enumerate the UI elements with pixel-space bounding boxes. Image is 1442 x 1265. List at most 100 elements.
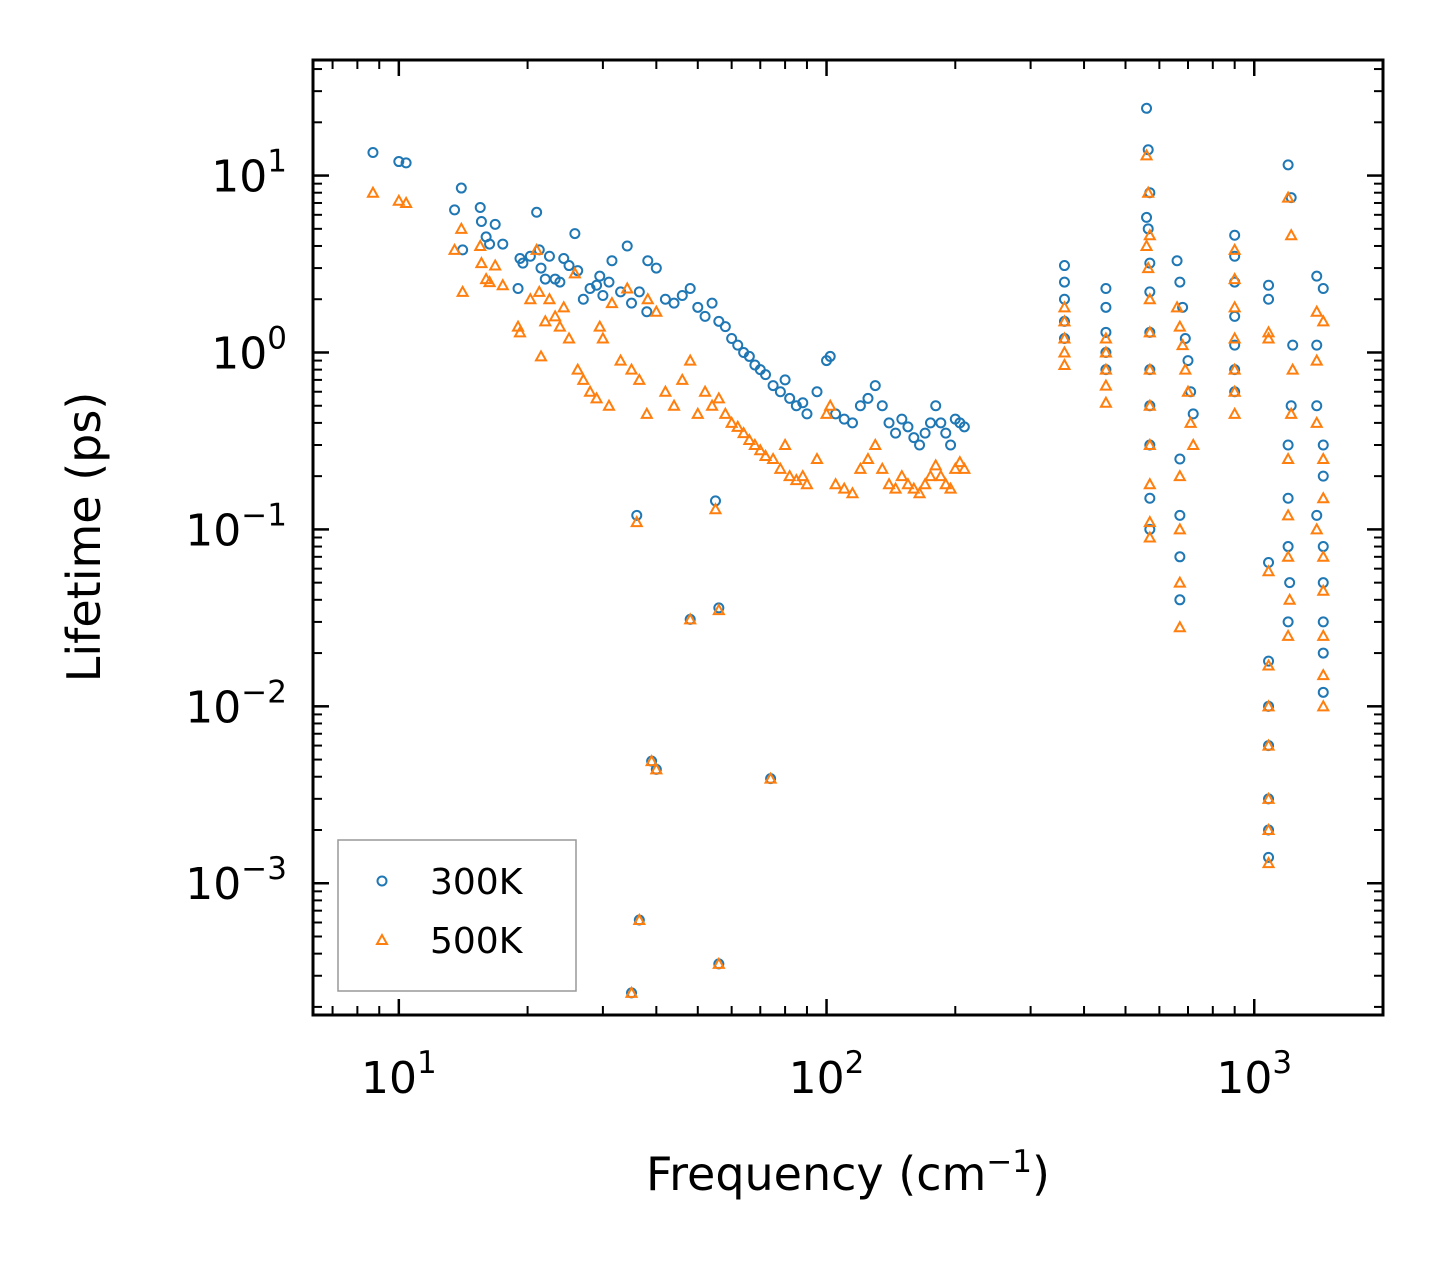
data-point-500k — [1316, 491, 1330, 504]
data-point-500k — [534, 349, 548, 362]
data-point-500k — [532, 284, 546, 297]
data-point-300k — [1282, 159, 1294, 171]
data-point-300k — [1282, 492, 1294, 504]
data-point-500k — [454, 221, 469, 234]
data-point-300k — [517, 257, 529, 269]
data-point-500k — [1057, 300, 1072, 313]
data-point-500k — [1316, 549, 1330, 562]
data-point-300k — [1174, 509, 1186, 521]
data-point-300k — [1100, 326, 1112, 338]
data-point-300k — [914, 439, 926, 451]
data-point-300k — [797, 397, 809, 409]
data-point-500k — [473, 238, 487, 251]
data-point-500k — [1316, 699, 1330, 712]
data-point-300k — [633, 286, 645, 298]
data-point-300k — [489, 218, 501, 230]
data-point-300k — [699, 310, 711, 322]
data-point-500k — [1310, 415, 1324, 428]
data-point-500k — [1261, 699, 1276, 712]
data-point-300k — [726, 332, 738, 344]
data-point-500k — [1281, 549, 1295, 562]
data-point-500k — [632, 912, 647, 925]
data-point-300k — [475, 216, 487, 228]
data-point-300k — [945, 439, 957, 451]
data-point-300k — [1174, 453, 1186, 465]
data-point-300k — [883, 417, 895, 429]
data-point-300k — [1187, 408, 1199, 420]
data-point-500k — [1178, 362, 1193, 375]
data-point-500k — [1057, 357, 1072, 370]
data-point-500k — [758, 448, 773, 461]
data-point-300k — [1229, 339, 1241, 351]
data-point-300k — [1317, 282, 1329, 294]
legend-box — [337, 839, 577, 992]
data-point-300k — [1311, 400, 1323, 412]
data-point-500k — [1316, 583, 1330, 596]
data-point-500k — [934, 469, 948, 482]
data-point-500k — [763, 771, 778, 784]
data-point-500k — [683, 612, 697, 625]
data-point-500k — [766, 451, 780, 465]
data-point-500k — [1143, 292, 1157, 305]
y-tick-label: 10−3 — [185, 851, 287, 910]
data-point-300k — [1311, 270, 1323, 282]
data-point-500k — [1139, 238, 1154, 251]
data-point-300k — [862, 392, 874, 404]
data-point-500k — [1281, 628, 1295, 641]
data-point-500k — [1282, 592, 1297, 605]
y-tick-label: 10−1 — [185, 497, 287, 556]
data-point-300k — [455, 182, 467, 194]
data-point-500k — [918, 477, 932, 490]
data-point-500k — [901, 477, 915, 490]
data-point-500k — [823, 398, 837, 411]
data-point-300k — [919, 427, 931, 439]
data-point-500k — [589, 391, 604, 404]
data-point-500k — [593, 319, 607, 332]
data-point-300k — [367, 147, 379, 159]
data-point-500k — [1175, 338, 1190, 351]
data-point-500k — [571, 362, 585, 375]
data-point-500k — [557, 300, 571, 313]
data-point-500k — [907, 481, 921, 494]
data-point-500k — [957, 461, 972, 474]
data-point-500k — [529, 242, 544, 255]
data-point-300k — [524, 250, 536, 262]
data-point-300k — [512, 282, 524, 294]
data-point-500k — [742, 432, 757, 446]
data-point-300k — [1284, 577, 1296, 589]
data-point-500k — [482, 275, 497, 288]
x-tick-label: 103 — [1216, 1045, 1292, 1104]
data-point-300k — [1141, 211, 1153, 223]
data-point-300k — [1174, 594, 1186, 606]
data-point-300k — [676, 289, 688, 301]
data-point-500k — [691, 406, 705, 419]
data-point-300k — [1100, 282, 1112, 294]
data-point-300k — [1229, 229, 1241, 241]
data-point-500k — [488, 258, 502, 271]
data-point-500k — [731, 419, 745, 432]
data-point-500k — [644, 754, 659, 767]
data-point-300k — [743, 350, 755, 362]
data-point-500k — [736, 426, 751, 439]
data-point-500k — [1139, 148, 1154, 161]
data-point-300k — [1317, 470, 1329, 482]
x-tick-label: 101 — [361, 1045, 437, 1104]
data-point-500k — [1281, 190, 1295, 203]
data-point-300k — [400, 157, 412, 169]
data-point-500k — [1227, 272, 1242, 285]
data-point-500k — [1310, 522, 1324, 535]
data-point-500k — [1261, 791, 1276, 804]
data-point-500k — [1227, 406, 1242, 419]
data-point-300k — [854, 400, 866, 412]
data-point-500k — [748, 437, 762, 450]
data-point-500k — [1143, 515, 1157, 528]
data-point-500k — [698, 384, 712, 397]
data-point-500k — [523, 292, 538, 305]
data-point-500k — [1143, 362, 1157, 375]
data-point-500k — [1173, 522, 1187, 535]
data-point-500k — [1143, 530, 1157, 543]
y-tick-labels: 101 100 10−1 10−2 10−3 — [185, 144, 287, 911]
data-point-500k — [853, 461, 868, 474]
data-point-300k — [1100, 301, 1112, 313]
